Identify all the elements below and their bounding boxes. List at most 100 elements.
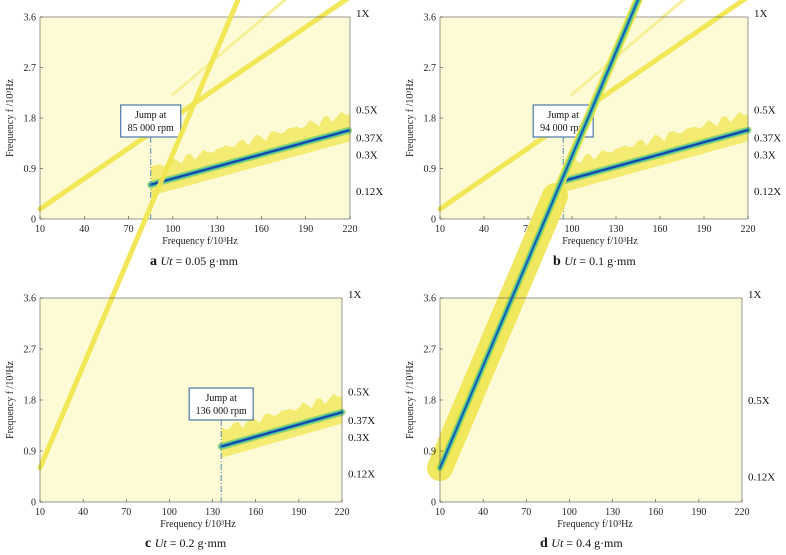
caption-value: = 0.05 g·mm (173, 254, 239, 268)
order-label-0_5X: 0.5X (754, 105, 776, 117)
series-0.37x (570, 0, 686, 96)
y-tick-label: 3.6 (424, 13, 437, 24)
jump-label-line1: Jump at (135, 110, 167, 121)
series-0.12x (147, 112, 352, 196)
band-light_yellow (570, 0, 686, 96)
y-tick-label: 1.8 (24, 396, 37, 407)
plot-area (40, 17, 350, 219)
order-label-0_3X: 0.3X (356, 149, 378, 161)
x-tick-label: 10 (435, 507, 445, 518)
jump-label-line2: 94 000 rpm (540, 123, 586, 134)
x-tick-label: 10 (435, 224, 445, 235)
x-tick-label: 190 (691, 507, 706, 518)
y-tick-label: 2.7 (24, 345, 37, 356)
x-tick-label: 70 (121, 507, 131, 518)
band-core (149, 129, 350, 186)
caption-value: = 0.1 g·mm (576, 254, 636, 268)
y-tick-label: 0.9 (24, 447, 37, 458)
x-axis-label: Frequency f/10³Hz (562, 236, 638, 247)
order-label-0_12X: 0.12X (356, 186, 383, 198)
panel-b: 10 40 70 100 130 160 190 22000.91.82.73.6Freque… (405, 0, 781, 269)
band-core (562, 129, 749, 182)
band-light_yellow (171, 0, 288, 96)
x-tick-label: 220 (735, 507, 750, 518)
panel-a: 10 40 70 100 130 160 190 220 0 0.9 1.8 2.7 3.6 Freque… (5, 0, 383, 269)
x-tick-label: 220 (343, 224, 358, 235)
x-tick-label: 10 (35, 224, 45, 235)
panel-caption: d Ut = 0.4 g·mm (540, 536, 623, 551)
y-tick-label: 1.8 (424, 114, 437, 125)
y-tick-label: 3.6 (24, 13, 37, 24)
x-tick-label: 100 (165, 224, 180, 235)
x-tick-label: 130 (210, 224, 225, 235)
series-0.37x (171, 0, 288, 96)
order-label-0_5X: 0.5X (356, 105, 378, 117)
x-tick-label: 190 (291, 507, 306, 518)
x-tick-label: 190 (697, 224, 712, 235)
y-axis-label: Frequency f /10³Hz (405, 360, 416, 439)
x-tick-label: 190 (298, 224, 313, 235)
caption-letter: c (145, 536, 155, 551)
x-axis-label: Frequency f/10³Hz (160, 519, 236, 530)
y-tick-label: 0.9 (424, 447, 437, 458)
x-tick-label: 100 (565, 224, 580, 235)
order-label-0_37X: 0.37X (356, 133, 383, 145)
x-tick-label: 160 (248, 507, 263, 518)
y-tick-label: 0.9 (24, 164, 37, 175)
y-tick-label: 0 (31, 215, 36, 226)
jump-box (120, 104, 182, 138)
order-label-0_5X: 0.5X (748, 395, 770, 407)
caption-value: = 0.2 g·mm (167, 536, 227, 550)
panel-caption: b Ut = 0.1 g·mm (553, 254, 636, 269)
x-tick-label: 70 (124, 224, 134, 235)
jump-box (188, 387, 254, 421)
jump-label-line1: Jump at (548, 110, 580, 121)
order-label-0_37X: 0.37X (348, 415, 375, 427)
x-tick-label: 160 (653, 224, 668, 235)
caption-letter: a (150, 254, 161, 269)
y-axis-label: Frequency f /10³Hz (5, 78, 16, 157)
band-yellow (37, 0, 241, 471)
caption-variable: Ut (155, 536, 168, 550)
x-tick-label: 130 (605, 507, 620, 518)
y-tick-label: 1.8 (424, 396, 437, 407)
order-label-1X: 1X (748, 289, 762, 301)
x-tick-label: 40 (478, 507, 488, 518)
order-label-0_37X: 0.37X (754, 133, 781, 145)
order-label-1X: 1X (356, 8, 370, 20)
caption-letter: b (553, 254, 564, 269)
y-tick-label: 0 (31, 498, 36, 509)
order-label-0_12X: 0.12X (748, 472, 775, 484)
panel-caption: c Ut = 0.2 g·mm (145, 536, 227, 551)
x-tick-label: 220 (741, 224, 756, 235)
y-tick-label: 0.9 (424, 164, 437, 175)
x-tick-label: 40 (79, 224, 89, 235)
x-tick-label: 70 (521, 507, 531, 518)
jump-label-line1: Jump at (206, 393, 238, 404)
x-axis-label: Frequency f/10³Hz (162, 236, 238, 247)
order-label-0_12X: 0.12X (754, 186, 781, 198)
order-label-0_3X: 0.3X (754, 149, 776, 161)
order-label-0_12X: 0.12X (348, 469, 375, 481)
y-axis-label: Frequency f /10³Hz (405, 78, 416, 157)
series-0.12x (559, 112, 752, 193)
y-axis-label: Frequency f /10³Hz (5, 360, 16, 439)
panel-c: 10 40 70 100 130 160 190 22000.91.82.73.6Freque… (5, 0, 375, 551)
order-label-1X: 1X (754, 8, 768, 20)
x-tick-label: 100 (562, 507, 577, 518)
series-0.12x (217, 394, 346, 458)
x-tick-label: 160 (254, 224, 269, 235)
x-tick-label: 10 (35, 507, 45, 518)
x-tick-label: 40 (78, 507, 88, 518)
caption-variable: Ut (551, 536, 564, 550)
caption-value: = 0.4 g·mm (563, 536, 623, 550)
x-tick-label: 220 (335, 507, 350, 518)
jump-label-line2: 85 000 rpm (128, 123, 174, 134)
y-tick-label: 3.6 (24, 294, 37, 305)
order-label-0_3X: 0.3X (348, 432, 370, 444)
y-tick-label: 2.7 (424, 63, 437, 74)
y-tick-label: 3.6 (424, 294, 437, 305)
y-tick-label: 2.7 (24, 63, 37, 74)
x-tick-label: 160 (648, 507, 663, 518)
